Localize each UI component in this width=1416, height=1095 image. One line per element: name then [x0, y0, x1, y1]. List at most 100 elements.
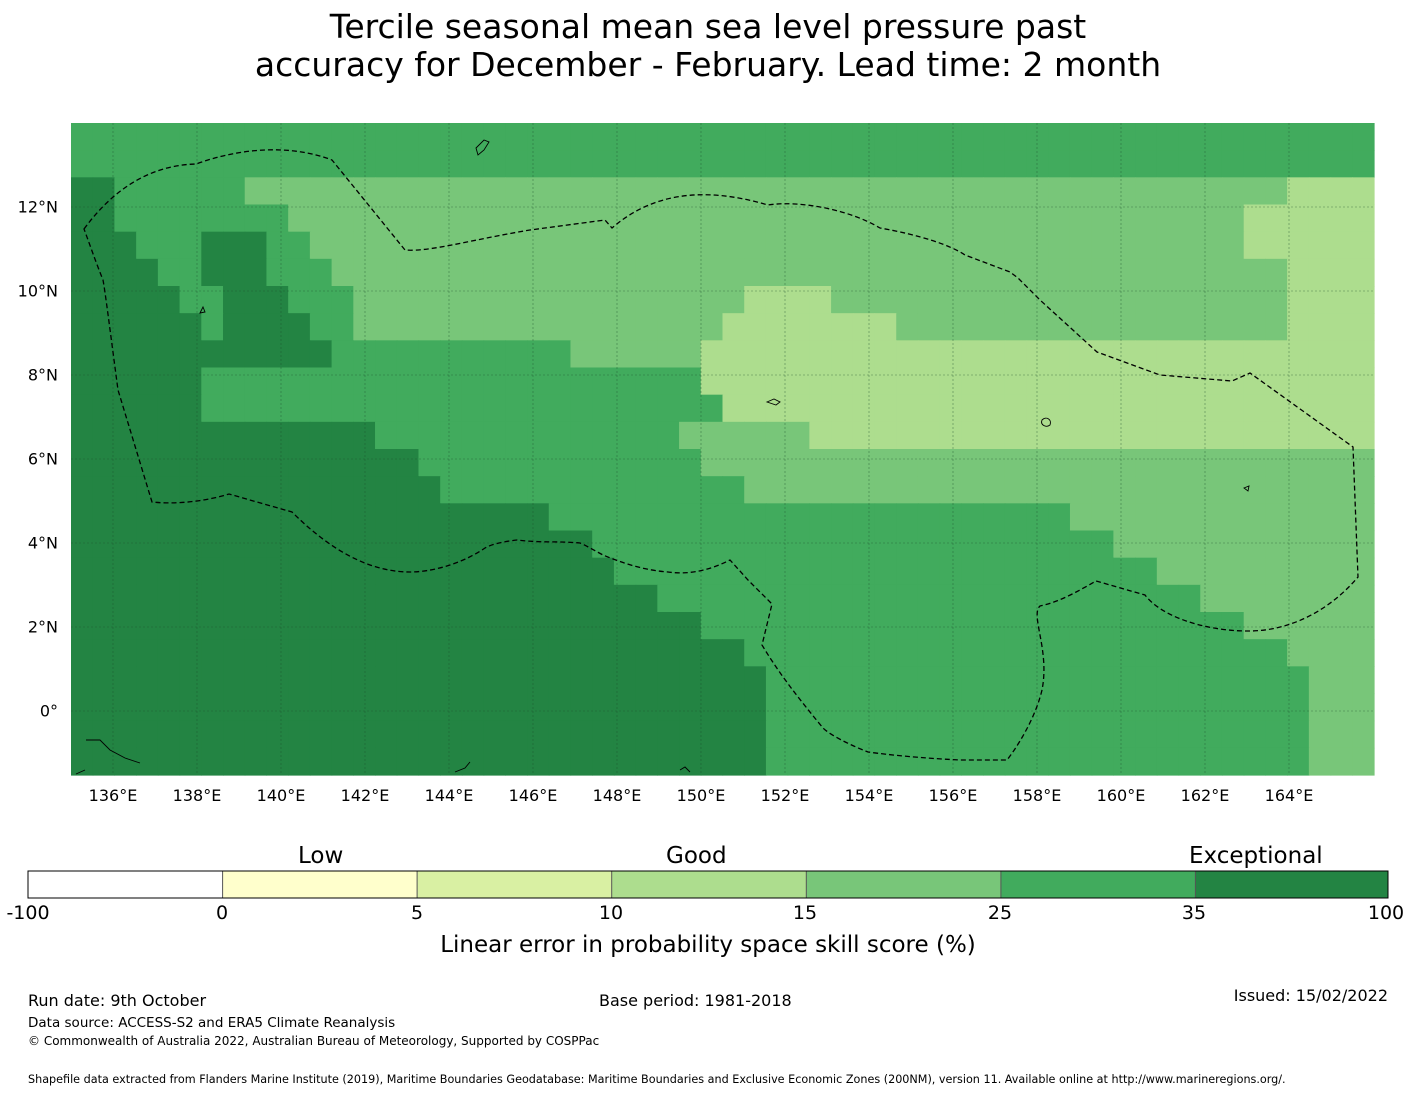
skill-cell — [961, 557, 984, 586]
skill-cell — [353, 612, 376, 640]
skill-cell — [961, 639, 984, 667]
skill-cell — [983, 367, 1006, 396]
skill-cell — [505, 394, 528, 423]
skill-cell — [570, 313, 593, 341]
skill-cell — [244, 394, 268, 423]
skill-cell — [505, 313, 528, 341]
skill-cell — [1004, 231, 1028, 260]
skill-cell — [1069, 530, 1093, 559]
skill-cell — [917, 313, 941, 341]
skill-cell — [223, 720, 246, 749]
skill-cell — [548, 367, 572, 396]
skill-cell — [1069, 340, 1093, 369]
skill-cell — [1352, 720, 1375, 749]
skill-cell — [353, 449, 376, 477]
skill-cell — [1243, 394, 1267, 423]
skill-cell — [1113, 340, 1136, 369]
skill-cell — [874, 693, 897, 722]
skill-cell — [114, 557, 137, 586]
skill-cell — [592, 421, 615, 450]
skill-cell — [418, 449, 441, 477]
skill-cell — [309, 720, 333, 749]
skill-cell — [1287, 340, 1310, 369]
skill-cell — [874, 530, 897, 559]
skill-cell — [1004, 177, 1028, 206]
skill-cell — [179, 286, 202, 314]
skill-cell — [744, 449, 767, 477]
skill-cell — [375, 449, 398, 477]
skill-cell — [1135, 584, 1158, 613]
skill-cell — [896, 340, 919, 369]
skill-cell — [635, 258, 658, 287]
skill-cell — [592, 476, 615, 504]
skill-cell — [1330, 177, 1353, 206]
skill-cell — [917, 612, 941, 640]
skill-cell — [440, 666, 463, 695]
skill-cell — [787, 720, 810, 749]
skill-cell — [483, 557, 506, 586]
skill-cell — [917, 693, 941, 722]
skill-cell — [1308, 231, 1332, 260]
colorbar-tick: -100 — [6, 902, 50, 924]
skill-cell — [71, 612, 94, 640]
skill-cell — [1069, 639, 1093, 667]
skill-cell — [809, 666, 832, 695]
skill-cell — [1221, 421, 1245, 450]
skill-cell — [874, 476, 897, 504]
title-line-2: accuracy for December - February. Lead t… — [254, 45, 1162, 84]
skill-cell — [440, 449, 463, 477]
skill-cell — [266, 449, 289, 477]
skill-cell — [1135, 150, 1158, 178]
skill-cell — [592, 449, 615, 477]
skill-cell — [896, 449, 919, 477]
skill-cell — [570, 557, 593, 586]
skill-cell — [331, 449, 354, 477]
skill-cell — [744, 693, 767, 722]
skill-cell — [1026, 394, 1049, 423]
skill-cell — [1308, 503, 1332, 532]
skill-cell — [1287, 177, 1310, 206]
skill-cell — [1221, 612, 1245, 640]
skill-cell — [939, 720, 962, 749]
skill-cell — [396, 204, 420, 233]
skill-cell — [831, 720, 854, 749]
skill-cell — [700, 584, 724, 613]
skill-cell — [201, 394, 224, 423]
skill-cell — [396, 394, 420, 423]
skill-cell — [1048, 747, 1071, 776]
skill-cell — [917, 340, 941, 369]
skill-cell — [1135, 747, 1158, 776]
skill-cell — [939, 204, 962, 233]
skill-cell — [1004, 639, 1028, 667]
skill-cell — [396, 123, 420, 151]
skill-cell — [201, 150, 224, 178]
skill-cell — [114, 612, 137, 640]
skill-cell — [266, 720, 289, 749]
skill-cell — [1135, 530, 1158, 559]
skill-cell — [852, 231, 876, 260]
skill-cell — [1026, 421, 1049, 450]
skill-cell — [1113, 394, 1136, 423]
skill-cell — [1243, 747, 1267, 776]
skill-cell — [71, 286, 94, 314]
skill-cell — [1178, 123, 1201, 151]
skill-cell — [375, 747, 398, 776]
skill-cell — [136, 557, 159, 586]
skill-cell — [635, 503, 658, 532]
skill-cell — [223, 530, 246, 559]
skill-cell — [440, 612, 463, 640]
skill-cell — [309, 258, 333, 287]
skill-cell — [831, 367, 854, 396]
skill-cell — [744, 204, 767, 233]
skill-cell — [570, 639, 593, 667]
skill-cell — [1287, 449, 1310, 477]
skill-cell — [331, 639, 354, 667]
data-source: Data source: ACCESS-S2 and ERA5 Climate … — [28, 1015, 396, 1031]
skill-cell — [1352, 666, 1375, 695]
skill-cell — [1308, 150, 1332, 178]
skill-cell — [1156, 150, 1180, 178]
skill-cell — [223, 747, 246, 776]
skill-cell — [787, 150, 810, 178]
skill-cell — [114, 231, 137, 260]
skill-cell — [1135, 204, 1158, 233]
